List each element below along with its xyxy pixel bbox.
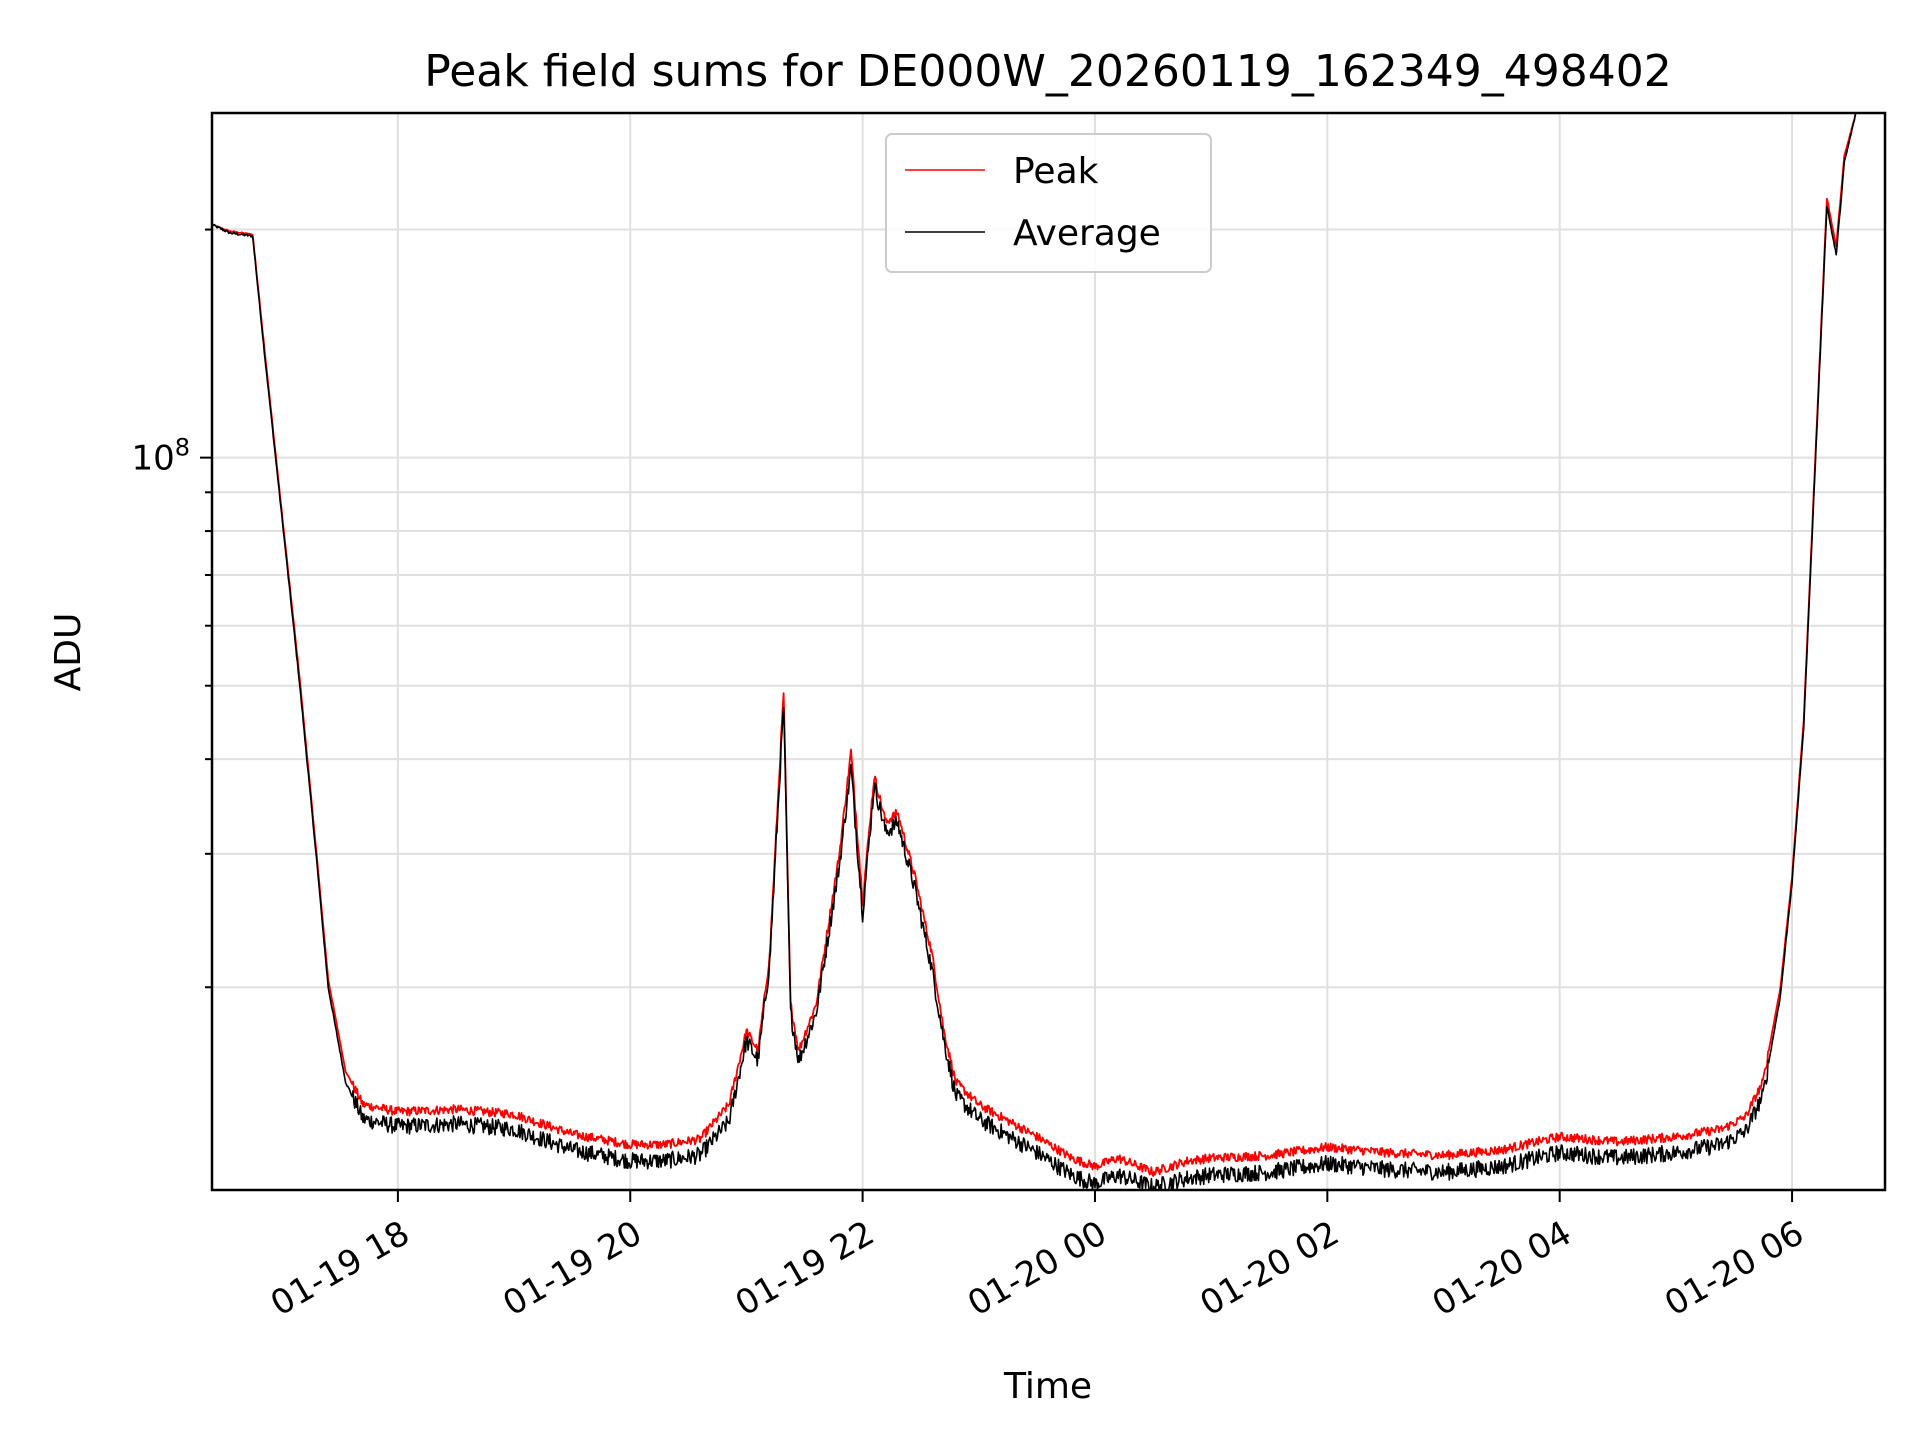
y-axis-label: ADU xyxy=(48,613,89,692)
legend: Peak Average xyxy=(885,133,1212,273)
legend-label-average: Average xyxy=(1013,213,1161,254)
grid xyxy=(212,113,1885,1190)
plot-frame xyxy=(210,111,1887,1192)
x-axis-label: Time xyxy=(1003,1366,1092,1407)
series-layer xyxy=(212,113,1857,1190)
y-tick-label: 108 xyxy=(131,434,190,479)
chart-title: Peak field sums for DE000W_20260119_1623… xyxy=(424,46,1672,97)
series-peak-line xyxy=(212,113,1857,1177)
series-average-line xyxy=(212,113,1857,1190)
legend-box xyxy=(885,133,1212,273)
legend-label-peak: Peak xyxy=(1013,151,1099,192)
